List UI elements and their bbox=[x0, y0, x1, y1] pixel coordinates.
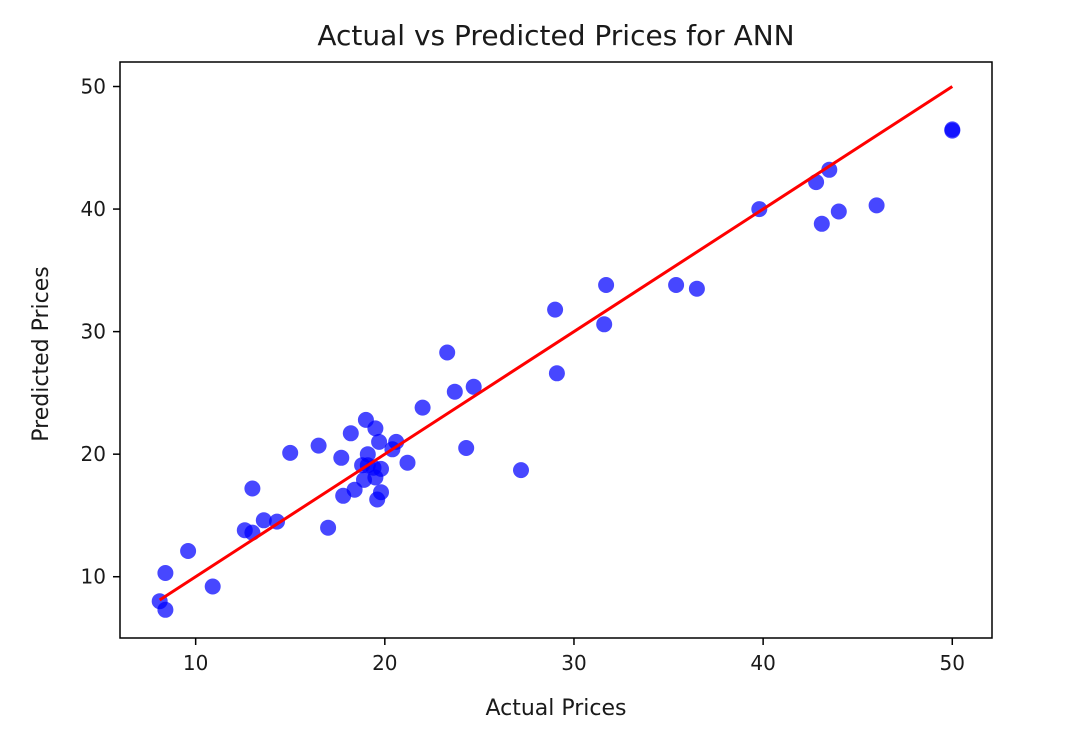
x-tick-label: 50 bbox=[940, 651, 965, 675]
x-axis-label: Actual Prices bbox=[485, 696, 626, 721]
x-tick-label: 40 bbox=[750, 651, 775, 675]
chart-title: Actual vs Predicted Prices for ANN bbox=[317, 19, 794, 52]
axes-frame bbox=[119, 61, 993, 639]
data-point bbox=[371, 433, 388, 450]
data-point bbox=[821, 161, 838, 178]
data-point bbox=[458, 440, 475, 456]
data-point bbox=[310, 437, 327, 454]
x-tick-label: 10 bbox=[183, 651, 208, 675]
x-axis-ticks: 10 20 30 40 50 bbox=[183, 638, 965, 675]
data-point bbox=[598, 277, 615, 293]
data-point bbox=[244, 480, 261, 497]
data-point bbox=[157, 565, 174, 581]
data-point bbox=[813, 215, 830, 232]
data-point bbox=[944, 121, 961, 138]
data-point bbox=[830, 203, 847, 220]
y-axis-ticks: 10 20 30 40 50 bbox=[81, 75, 120, 589]
data-point bbox=[373, 460, 389, 477]
data-point bbox=[367, 420, 384, 437]
data-point bbox=[320, 519, 337, 536]
data-point bbox=[359, 446, 376, 463]
data-point bbox=[465, 378, 482, 395]
data-point bbox=[513, 462, 529, 479]
data-point bbox=[282, 444, 299, 461]
data-point bbox=[180, 543, 197, 559]
data-point bbox=[868, 197, 885, 214]
data-point bbox=[668, 277, 685, 293]
y-tick-label: 40 bbox=[81, 197, 106, 221]
data-point bbox=[333, 449, 350, 466]
data-point bbox=[688, 280, 705, 297]
data-point bbox=[596, 316, 613, 333]
data-point bbox=[342, 425, 359, 442]
data-point bbox=[157, 601, 174, 618]
data-point bbox=[399, 454, 416, 471]
fit-line bbox=[158, 85, 954, 602]
data-point bbox=[446, 383, 463, 400]
y-tick-label: 50 bbox=[81, 75, 106, 99]
x-tick-label: 20 bbox=[372, 651, 397, 675]
x-tick-label: 30 bbox=[561, 651, 586, 675]
data-point bbox=[204, 578, 221, 595]
data-point bbox=[255, 512, 272, 529]
data-point bbox=[439, 344, 456, 361]
data-point bbox=[414, 399, 431, 416]
y-axis-label: Predicted Prices bbox=[29, 266, 54, 441]
data-point bbox=[373, 484, 389, 501]
y-tick-label: 20 bbox=[81, 442, 106, 466]
data-point bbox=[547, 301, 564, 318]
y-tick-label: 10 bbox=[81, 565, 106, 589]
data-point bbox=[548, 365, 565, 382]
y-tick-label: 30 bbox=[81, 320, 106, 344]
plot-area bbox=[151, 85, 961, 618]
